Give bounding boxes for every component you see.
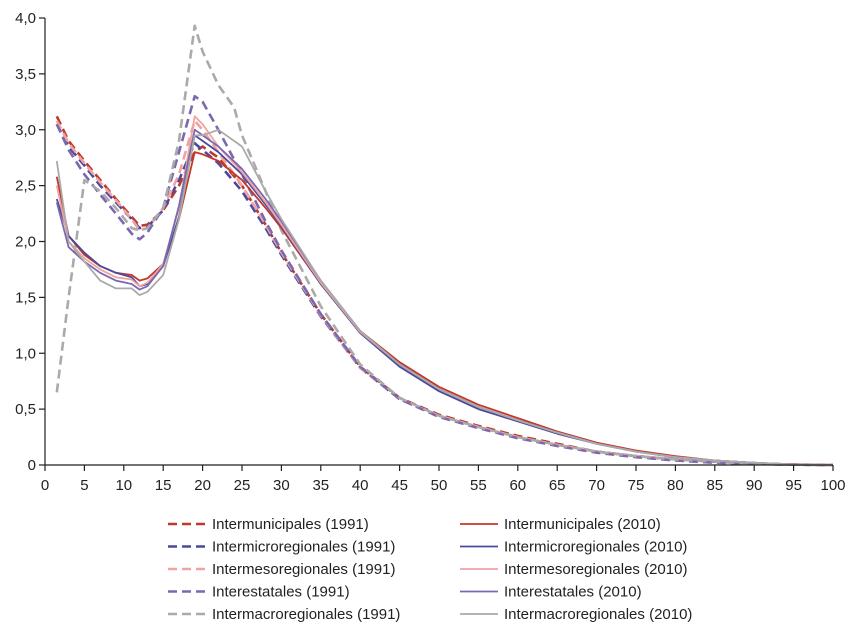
legend-label: Intermicroregionales (1991) xyxy=(212,539,395,556)
legend-label: Interestatales (1991) xyxy=(212,584,350,601)
y-tick-label: 0,5 xyxy=(15,401,36,418)
y-tick-label: 1,0 xyxy=(15,345,36,362)
series-line-4 xyxy=(55,94,834,467)
y-tick-label: 3,5 xyxy=(15,66,36,83)
x-tick-label: 20 xyxy=(194,477,211,494)
legend-label: Intermacroregionales (2010) xyxy=(504,606,692,623)
x-tick-label: 15 xyxy=(155,477,172,494)
x-tick-label: 55 xyxy=(470,477,487,494)
x-tick-label: 75 xyxy=(628,477,645,494)
legend-label: Interestatales (2010) xyxy=(504,584,642,601)
x-tick-label: 65 xyxy=(549,477,566,494)
legend: Intermunicipales (1991) Intermicroregiona… xyxy=(168,516,692,623)
legend-label: Intermesoregionales (1991) xyxy=(212,561,395,578)
series-line-10 xyxy=(55,128,834,466)
series-line-5 xyxy=(55,24,834,467)
series-line-6 xyxy=(55,151,834,466)
series-line-3 xyxy=(55,119,834,467)
axes xyxy=(44,18,833,466)
x-tick-label: 100 xyxy=(820,477,845,494)
y-tick-label: 4,0 xyxy=(15,10,36,27)
x-tick-label: 25 xyxy=(234,477,251,494)
x-tick-label: 40 xyxy=(352,477,369,494)
x-tick-label: 0 xyxy=(41,477,49,494)
series-line-9 xyxy=(55,128,834,466)
legend-label: Intermacroregionales (1991) xyxy=(212,606,400,623)
y-tick-label: 3,0 xyxy=(15,122,36,139)
legend-label: Intermunicipales (1991) xyxy=(212,516,369,533)
y-axis-ticks: 0 0,5 1,0 1,5 2,0 2,5 3,0 3,5 4,0 xyxy=(15,10,45,474)
y-tick-label: 0 xyxy=(28,457,36,474)
x-axis-ticks: 0 5 10 15 20 25 30 35 40 45 50 55 60 65 70 75 80 85 90 95 10… xyxy=(41,465,846,494)
plot-area xyxy=(55,24,834,467)
legend-label: Intermunicipales (2010) xyxy=(504,516,661,533)
y-tick-label: 2,5 xyxy=(15,178,36,195)
x-tick-label: 95 xyxy=(785,477,802,494)
x-tick-label: 70 xyxy=(588,477,605,494)
x-tick-label: 30 xyxy=(273,477,290,494)
y-tick-label: 2,0 xyxy=(15,234,36,251)
y-tick-label: 1,5 xyxy=(15,289,36,306)
legend-label: Intermicroregionales (2010) xyxy=(504,539,687,556)
x-tick-label: 45 xyxy=(391,477,408,494)
x-tick-label: 85 xyxy=(706,477,723,494)
x-tick-label: 35 xyxy=(312,477,329,494)
x-tick-label: 10 xyxy=(115,477,132,494)
x-tick-label: 60 xyxy=(509,477,526,494)
x-tick-label: 80 xyxy=(667,477,684,494)
x-tick-label: 90 xyxy=(746,477,763,494)
x-tick-label: 5 xyxy=(80,477,88,494)
legend-label: Intermesoregionales (2010) xyxy=(504,561,687,578)
x-tick-label: 50 xyxy=(431,477,448,494)
